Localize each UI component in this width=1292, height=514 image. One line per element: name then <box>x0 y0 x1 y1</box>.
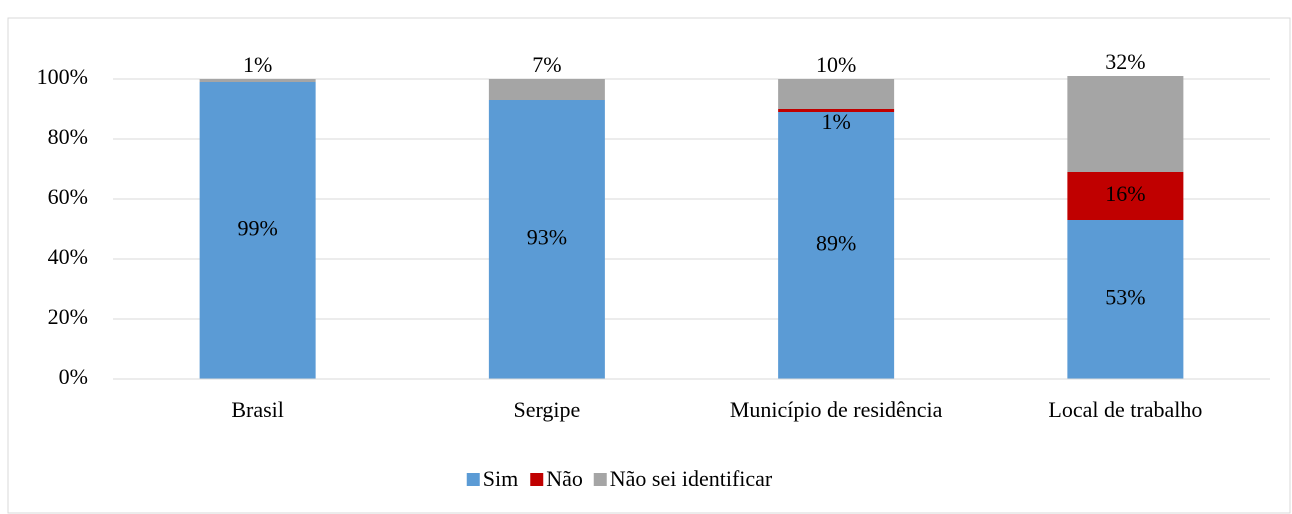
legend-label: Não <box>546 466 583 491</box>
data-label: 93% <box>527 225 567 250</box>
legend-label: Não sei identificar <box>610 466 773 491</box>
y-tick-label: 40% <box>48 244 88 269</box>
legend-label: Sim <box>483 466 518 491</box>
bar-segment <box>1067 172 1184 220</box>
x-tick-label: Sergipe <box>513 397 580 422</box>
y-tick-label: 100% <box>37 64 88 89</box>
y-tick-label: 0% <box>59 364 88 389</box>
data-label: 32% <box>1105 49 1145 74</box>
bar-segment <box>1067 76 1184 172</box>
data-label: 10% <box>816 52 856 77</box>
data-label: 7% <box>532 52 561 77</box>
x-tick-label: Brasil <box>231 397 284 422</box>
data-label: 53% <box>1105 285 1145 310</box>
legend-swatch <box>530 473 544 486</box>
legend-swatch <box>593 473 607 486</box>
bar-segment <box>199 82 316 379</box>
bar-segment <box>778 112 895 379</box>
y-tick-label: 20% <box>48 304 88 329</box>
data-label: 99% <box>237 216 277 241</box>
data-label: 1% <box>821 109 850 134</box>
y-tick-label: 80% <box>48 124 88 149</box>
legend-swatch <box>466 473 480 486</box>
data-label: 89% <box>816 231 856 256</box>
bar-segment <box>488 100 605 379</box>
x-tick-label: Local de trabalho <box>1048 397 1202 422</box>
bar-segment <box>1067 220 1184 379</box>
x-tick-label: Município de residência <box>730 397 943 422</box>
data-label: 16% <box>1105 181 1145 206</box>
bar-segment <box>488 79 605 100</box>
bar-segment <box>778 79 895 109</box>
bar-segment <box>778 109 895 112</box>
y-tick-label: 60% <box>48 184 88 209</box>
bar-segment <box>199 79 316 82</box>
data-label: 1% <box>243 52 272 77</box>
